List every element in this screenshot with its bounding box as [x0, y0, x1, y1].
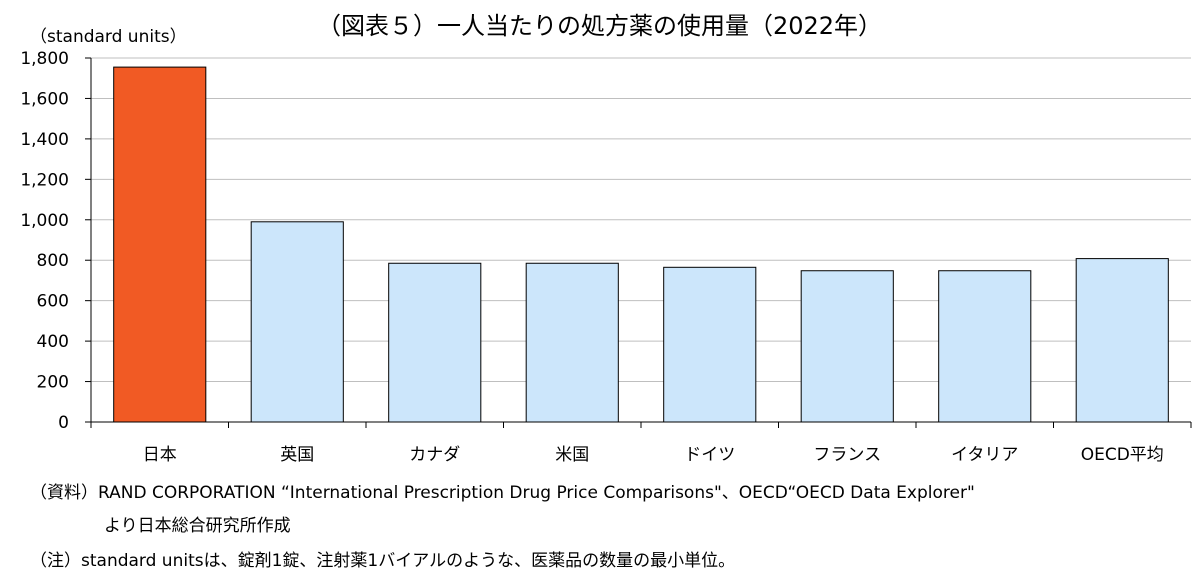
bar	[663, 266, 757, 423]
bar	[113, 66, 207, 423]
x-tick-label: ドイツ	[684, 445, 735, 465]
x-tick-label: イタリア	[951, 445, 1018, 465]
bar	[250, 221, 344, 423]
bar	[388, 262, 482, 423]
footnote: （注）standard unitsは、錠剤1錠、注射薬1バイアルのような、医薬品…	[30, 551, 736, 571]
y-tick-label: 600	[37, 292, 69, 312]
source-note-line2: より日本総合研究所作成	[104, 516, 291, 536]
y-tick-label: 1,600	[20, 89, 69, 109]
bar	[800, 270, 894, 423]
x-tick-label: フランス	[813, 445, 881, 465]
bar	[1075, 258, 1169, 423]
y-tick-label: 400	[37, 332, 69, 352]
x-tick-label: 日本	[143, 445, 177, 465]
x-tick-label: 英国	[280, 445, 314, 465]
y-tick-label: 1,200	[20, 170, 69, 190]
y-tick-label: 1,000	[20, 211, 69, 231]
bar	[525, 262, 619, 423]
chart-title: （図表５）一人当たりの処方薬の使用量（2022年）	[316, 12, 883, 40]
y-axis-unit-label: （standard units）	[30, 27, 187, 47]
y-tick-label: 0	[58, 413, 69, 433]
source-note-line1: （資料）RAND CORPORATION “International Pres…	[30, 483, 975, 503]
bar	[938, 270, 1032, 423]
x-tick-label: OECD平均	[1081, 445, 1164, 465]
x-tick-label: カナダ	[409, 445, 460, 465]
y-tick-label: 800	[37, 251, 69, 271]
y-tick-label: 200	[37, 373, 69, 393]
y-tick-label: 1,400	[20, 130, 69, 150]
y-tick-label: 1,800	[20, 49, 69, 69]
x-tick-label: 米国	[555, 445, 589, 465]
